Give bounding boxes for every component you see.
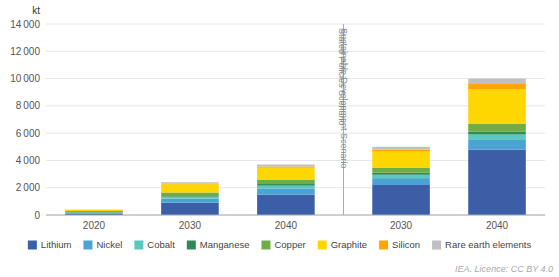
bar-segment: [468, 150, 526, 215]
bar-segment: [468, 140, 526, 150]
x-tick-label: 2030: [390, 220, 413, 231]
legend-label: Manganese: [200, 239, 250, 250]
legend-item: Manganese: [187, 239, 250, 250]
legend-swatch: [379, 241, 388, 250]
x-tick-label: 2040: [275, 220, 298, 231]
y-axis-label: kt: [32, 5, 40, 16]
bar-segment: [468, 84, 526, 89]
bar-segment: [372, 150, 430, 152]
bar-segment: [257, 180, 315, 184]
bar-segment: [372, 147, 430, 150]
x-axis-line: [46, 215, 545, 216]
grid-line: [46, 215, 545, 216]
legend-label: Silicon: [392, 239, 420, 250]
bar-segment: [468, 135, 526, 140]
bar-segment: [65, 212, 123, 214]
grid-line: [46, 133, 545, 134]
legend-swatch: [261, 241, 270, 250]
legend-item: Copper: [261, 239, 305, 250]
legend-item: Lithium: [28, 239, 72, 250]
y-tick-label: 12 000: [10, 46, 40, 57]
legend-swatch: [318, 241, 327, 250]
bar-segment: [161, 184, 219, 192]
bar-segment: [65, 209, 123, 210]
grid-line: [46, 51, 545, 52]
legend-swatch: [187, 241, 196, 250]
bar-segment: [65, 212, 123, 213]
y-tick-label: 6 000: [16, 128, 41, 139]
legend-item: Silicon: [379, 239, 420, 250]
bar-segment: [372, 173, 430, 175]
x-tick-label: 2030: [179, 220, 202, 231]
bar-segment: [257, 195, 315, 215]
bar-segment: [161, 203, 219, 215]
grid-line: [46, 24, 545, 25]
bar-segment: [65, 210, 123, 211]
y-tick-label: 2 000: [16, 182, 41, 193]
bar-segment: [65, 212, 123, 213]
bar-segment: [372, 175, 430, 178]
chart: 0 2 000 4 000 6 000 8 000 10 000 12 000 14 000 k…: [0, 0, 559, 277]
y-tick-label: 8 000: [16, 100, 41, 111]
bar-segment: [372, 152, 430, 168]
legend-item: Cobalt: [134, 239, 175, 250]
bar-segment: [257, 184, 315, 186]
bar-segment: [65, 209, 123, 210]
y-tick-label: 14 000: [10, 19, 40, 30]
licence-note: IEA. Licence: CC BY 4.0: [455, 264, 553, 274]
y-axis: 0 2 000 4 000 6 000 8 000 10 000 12 000 14 000: [10, 19, 40, 221]
bar-segment: [257, 186, 315, 189]
legend-item: Nickel: [83, 239, 122, 250]
bars: [65, 79, 526, 215]
bar-segment: [161, 183, 219, 185]
scenario-label: Sustainable Development Scenario: [339, 28, 349, 169]
legend-label: Nickel: [96, 239, 122, 250]
bar-segment: [372, 185, 430, 215]
bar-segment: [257, 167, 315, 168]
x-tick-label: 2020: [83, 220, 106, 231]
legend-item: Rare earth elements: [432, 239, 531, 250]
legend-label: Rare earth elements: [445, 239, 531, 250]
x-axis: 2020 2030 2040 2030 2040: [83, 220, 509, 231]
legend-item: Graphite: [318, 239, 367, 250]
legend-label: Cobalt: [147, 239, 175, 250]
legend-label: Copper: [274, 239, 305, 250]
x-tick-label: 2040: [486, 220, 509, 231]
bar-segment: [161, 199, 219, 203]
legend: Lithium Nickel Cobalt Manganese Copper Graphi…: [28, 239, 532, 250]
bar-segment: [468, 79, 526, 84]
bar-segment: [257, 168, 315, 180]
bar-segment: [468, 89, 526, 123]
bar-segment: [468, 132, 526, 135]
legend-label: Graphite: [331, 239, 367, 250]
legend-swatch: [28, 241, 37, 250]
y-tick-label: 0: [34, 210, 40, 221]
bar-segment: [161, 192, 219, 195]
grid: [46, 24, 545, 215]
y-tick-label: 10 000: [10, 73, 40, 84]
bar-segment: [65, 211, 123, 212]
bar-segment: [372, 168, 430, 173]
legend-label: Lithium: [41, 239, 72, 250]
bar-segment: [257, 165, 315, 167]
bar-segment: [372, 178, 430, 185]
bar-segment: [161, 197, 219, 199]
bar-segment: [161, 195, 219, 196]
bar-segment: [257, 188, 315, 194]
bar-segment: [161, 182, 219, 183]
legend-swatch: [83, 241, 92, 250]
legend-swatch: [432, 241, 441, 250]
legend-swatch: [134, 241, 143, 250]
y-tick-label: 4 000: [16, 155, 41, 166]
bar-segment: [468, 124, 526, 132]
